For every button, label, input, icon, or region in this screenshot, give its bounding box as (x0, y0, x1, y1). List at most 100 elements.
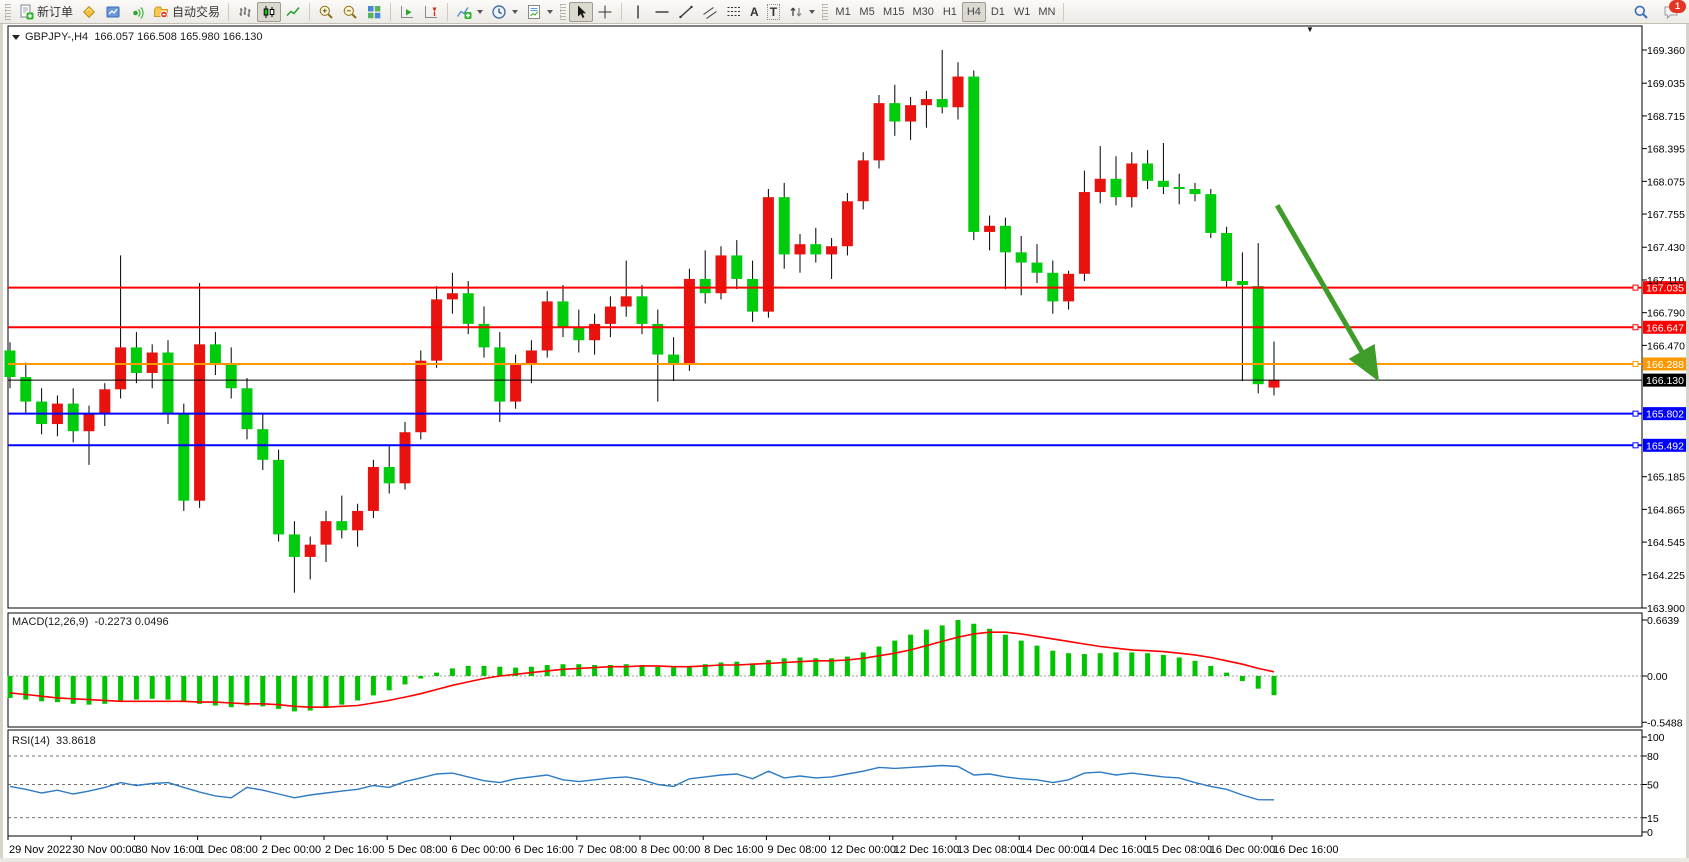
price-tick-label: 167.110 (1647, 275, 1684, 287)
timeframe-mn-button[interactable]: MN (1034, 2, 1059, 22)
timeframe-d1-button[interactable]: D1 (986, 2, 1010, 22)
fibonacci-tool-button[interactable] (722, 2, 746, 22)
trendline-tool-button[interactable] (674, 2, 698, 22)
price-axis[interactable]: 169.360 169.035 168.715 168.395 168.075 167.7… (1642, 45, 1685, 615)
price-tick-label: 168.715 (1647, 111, 1685, 123)
price-tick-label: 168.075 (1647, 176, 1685, 188)
time-tick-label: 12 Dec 16:00 (894, 844, 959, 856)
toolbar-grip[interactable] (560, 3, 567, 20)
price-tag (1643, 438, 1687, 452)
autoscroll-button[interactable] (395, 2, 419, 22)
timeframe-h4-button[interactable]: H4 (961, 1, 986, 22)
trend-arrow-annotation[interactable] (1274, 204, 1380, 382)
toolbar-grip[interactable] (822, 3, 829, 20)
time-tick-label: 5 Dec 08:00 (388, 844, 447, 856)
arrow-objects-icon (790, 7, 802, 16)
periods-button[interactable] (487, 2, 522, 22)
timeframe-h1-button[interactable]: H1 (938, 2, 962, 22)
timeframe-m5-button[interactable]: M5 (855, 2, 879, 22)
price-tick-label: 164.545 (1647, 537, 1685, 549)
price-tick-label: 169.035 (1647, 78, 1685, 90)
equidistant-channel-icon (703, 6, 717, 19)
bar-chart-button[interactable] (233, 2, 257, 22)
timeframe-label: M15 (883, 5, 905, 18)
chat-button[interactable]: 1 (1663, 0, 1686, 20)
timeframe-label: M30 (912, 5, 934, 18)
fibonacci-icon (727, 6, 741, 16)
bar-chart-icon (239, 6, 251, 17)
chart-shift-marker[interactable]: ▼ (1306, 25, 1314, 34)
time-tick-label: 12 Dec 00:00 (831, 844, 896, 856)
timeframe-m15-button[interactable]: M15 (879, 2, 908, 22)
price-tag-text: 166.647 (1646, 322, 1684, 334)
panel-frame-1 (7, 612, 1643, 728)
line-chart-button[interactable] (281, 2, 305, 22)
arrows-tool-button[interactable] (784, 2, 819, 22)
hline-handle[interactable] (1632, 410, 1639, 417)
indicators-icon (456, 6, 472, 19)
rsi-panel: 100 80 50 15 0 (8, 732, 1665, 839)
chart-title: GBPJPY-,H4 166.057 166.508 165.980 166.1… (12, 31, 263, 43)
zoom-in-button[interactable] (314, 2, 338, 22)
time-tick-label: 8 Dec 16:00 (704, 844, 763, 856)
new-order-button[interactable]: 新订单 (14, 2, 77, 22)
hline-handle[interactable] (1632, 442, 1639, 449)
new-order-label: 新订单 (37, 5, 74, 19)
autotrading-button[interactable]: 自动交易 (149, 2, 224, 22)
chart-symbol-timeframe: GBPJPY-,H4 (25, 31, 89, 43)
symbol-dropdown-icon[interactable] (12, 35, 20, 40)
autoscroll-icon (401, 5, 414, 18)
metaeditor-icon (82, 5, 96, 18)
timeframe-label: W1 (1013, 5, 1031, 18)
cursor-tool-button[interactable] (569, 1, 594, 22)
toolbar-separator (390, 2, 392, 21)
timeframe-label: H1 (942, 5, 957, 18)
indicators-button[interactable] (452, 2, 487, 22)
timeframe-m1-button[interactable]: M1 (831, 2, 855, 22)
hline-handle[interactable] (1632, 360, 1639, 367)
metaeditor-button[interactable] (77, 2, 101, 22)
signals-icon (133, 6, 144, 19)
time-tick-label: 14 Dec 00:00 (1020, 844, 1085, 856)
notification-badge: 1 (1669, 0, 1686, 13)
dropdown-arrow-icon (512, 9, 519, 14)
tile-windows-button[interactable] (362, 2, 386, 22)
tile-windows-icon (368, 5, 381, 18)
clock-icon (492, 4, 506, 19)
crosshair-tool-button[interactable] (593, 2, 617, 22)
rsi-tick-label: 0 (1647, 827, 1653, 839)
window-left-edge (0, 24, 3, 862)
toolbar-grip[interactable] (5, 3, 11, 20)
timeframe-m30-button[interactable]: M30 (908, 2, 937, 22)
strategy-tester-button[interactable] (101, 2, 125, 22)
price-tick-label: 166.470 (1647, 340, 1685, 352)
price-tag-text: 165.802 (1646, 409, 1684, 421)
hline-handle[interactable] (1632, 324, 1639, 331)
toolbar-separator (447, 2, 449, 21)
chart-canvas[interactable]: 167.035 166.647 166.288 166.130 165.802 165.4… (0, 24, 1689, 862)
chart-shift-button[interactable] (419, 2, 443, 22)
candlestick-chart-button[interactable] (257, 1, 282, 22)
horizontal-line-tool-button[interactable] (650, 2, 674, 22)
text-tool-button[interactable]: A (746, 2, 763, 22)
time-tick-label: 30 Nov 16:00 (135, 844, 200, 856)
timeframe-w1-button[interactable]: W1 (1010, 2, 1035, 22)
vertical-line-tool-button[interactable] (626, 2, 650, 22)
templates-button[interactable] (522, 2, 557, 22)
window-bottom-edge (0, 858, 1689, 862)
channel-tool-button[interactable] (698, 2, 722, 22)
zoom-out-button[interactable] (338, 2, 362, 22)
dropdown-arrow-icon (547, 9, 554, 14)
macd-tick-label: -0.5488 (1647, 717, 1683, 729)
text-tool-icon: A (750, 4, 759, 19)
time-tick-label: 7 Dec 08:00 (578, 844, 637, 856)
horizontal-lines-layer[interactable]: 167.035 166.647 166.288 166.130 165.802 165.4… (8, 281, 1687, 452)
signals-button[interactable] (125, 2, 149, 22)
search-button[interactable] (1629, 2, 1653, 22)
text-label-tool-icon: T (766, 3, 781, 20)
line-chart-icon (286, 6, 300, 16)
text-label-tool-button[interactable]: T (763, 2, 784, 22)
hline-handle[interactable] (1632, 284, 1639, 291)
toolbar-separator (621, 2, 623, 21)
